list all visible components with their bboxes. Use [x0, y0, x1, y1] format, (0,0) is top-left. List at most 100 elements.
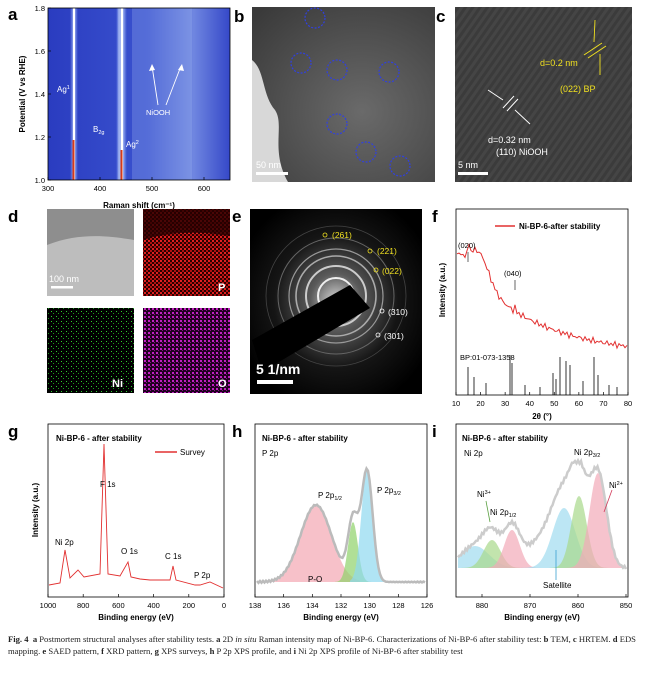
c-arrow-4: [514, 109, 531, 125]
h-po: P-O: [308, 575, 322, 584]
panel-f: f Ni-BP-6-after stability (020) (040) BP…: [432, 207, 632, 421]
tick-label: 30: [501, 399, 509, 408]
ring-marker-310: [379, 308, 385, 314]
g-title: Ni-BP-6 - after stability: [56, 434, 142, 443]
panel-e: e (261) (221) (022) (310) (301) 5 1/nm: [232, 207, 422, 394]
caption-letter-b: b: [543, 634, 549, 644]
a-xlabel: Raman shift (cm⁻¹): [103, 201, 175, 210]
i-arrow-ni2: [603, 489, 613, 513]
i-xlabel: Binding energy (eV): [504, 613, 580, 622]
c-d2: d=0.32 nm: [488, 135, 531, 145]
tick-label: 200: [183, 601, 196, 610]
particle-circle: [355, 141, 377, 163]
c-fringe-1: [583, 42, 603, 56]
caption-text-e: SAED pattern,: [48, 646, 99, 656]
caption-label: Fig. 4: [8, 634, 29, 644]
d-scalebar-label: 100 nm: [49, 274, 79, 284]
caption-text-g: XPS surveys,: [161, 646, 208, 656]
c-scalebar: [458, 172, 488, 175]
panel-h-letter: h: [232, 422, 242, 441]
label-b2g: B2g: [93, 125, 104, 136]
particle-circle: [326, 59, 348, 81]
c-fringe-4: [506, 98, 519, 112]
ring-marker-261: [322, 232, 328, 238]
panel-h: h Ni-BP-6 - after stability P 2p P 2p1/2…: [232, 422, 433, 622]
g-f1s: F 1s: [100, 480, 116, 489]
arrowhead-niooh-1: [149, 64, 155, 71]
band-niooh: [132, 8, 192, 180]
i-ni3: Ni3+: [477, 490, 491, 499]
i-ni2: Ni2+: [609, 481, 623, 490]
g-xlabel: Binding energy (eV): [98, 613, 174, 622]
panel-g-letter: g: [8, 422, 18, 441]
label-ag1: Ag1: [57, 85, 70, 94]
map-p-label: P: [218, 282, 225, 294]
band-red-1: [72, 140, 75, 180]
tick-label: 126: [421, 601, 434, 610]
caption-text-a2-pre: 2D: [222, 634, 234, 644]
h-title: Ni-BP-6 - after stability: [262, 434, 348, 443]
saed-ring: [265, 225, 407, 367]
caption-letter-a2: a: [216, 634, 221, 644]
h-envelope: [256, 465, 426, 585]
map-ni-label: Ni: [112, 378, 123, 390]
c-fringe-2: [587, 45, 607, 59]
map-o-label: O: [218, 378, 227, 390]
ring-261: (261): [332, 230, 352, 240]
f-peak-040: (040): [504, 269, 522, 278]
caption-letter-c: c: [572, 634, 577, 644]
a-y-ticks: 1.0 1.2 1.4 1.6 1.8: [35, 4, 51, 185]
c-arrow-3: [487, 89, 504, 101]
f-xlabel: 2θ (°): [532, 412, 552, 421]
arrowhead-niooh-2: [178, 64, 184, 71]
ring-310: (310): [388, 307, 408, 317]
panel-c: c d=0.2 nm (022) BP d=0.32 nm (110) NiOO…: [436, 7, 632, 182]
map-ni: [47, 308, 134, 393]
particle-circle: [389, 155, 411, 177]
figure-4: a Ag1 B2g Ag2 NiOOH 300 400 500 600 1.01.21…: [8, 4, 632, 622]
tick-label: 10: [452, 399, 460, 408]
particle-circle: [378, 61, 400, 83]
panel-d: d 100 nm P Ni O: [8, 207, 230, 393]
peak-p-o: [260, 505, 360, 582]
g-p2p: P 2p: [194, 571, 211, 580]
h-subtitle: P 2p: [262, 449, 279, 458]
band-red-2: [120, 150, 123, 180]
ring-marker-301: [375, 332, 381, 338]
tick-label: 600: [112, 601, 125, 610]
label-ag2: Ag2: [126, 140, 139, 149]
saed-ring: [295, 255, 377, 337]
f-ylabel: Intensity (a.u.): [438, 263, 447, 318]
ring-marker-221: [367, 248, 373, 254]
caption-letter-h: h: [209, 646, 215, 656]
h-x-ticks: 138 136 134 132 130 128 126: [249, 594, 434, 610]
c-plane2: (110) NiOOH: [496, 147, 548, 157]
panel-i-letter: i: [432, 422, 437, 441]
caption-text-a2-post: Raman intensity map of Ni-BP-6. Characte…: [258, 634, 542, 644]
panel-g: g Ni-BP-6 - after stability Survey F 1s …: [8, 422, 226, 622]
caption-letter-e: e: [42, 646, 47, 656]
i-title: Ni-BP-6 - after stability: [462, 434, 548, 443]
tick-label: 880: [476, 601, 489, 610]
tick-label: 1.0: [35, 176, 45, 185]
peak-p-2p12: [335, 522, 375, 582]
h-xlabel: Binding energy (eV): [303, 613, 379, 622]
xrd-curve: [456, 243, 628, 350]
tick-label: 1.4: [35, 90, 45, 99]
tick-label: 870: [524, 601, 537, 610]
tick-label: 60: [575, 399, 583, 408]
tick-label: 1.8: [35, 4, 45, 13]
ring-022: (022): [382, 266, 402, 276]
xps-survey-curve: [48, 443, 224, 589]
tick-label: 1000: [40, 601, 57, 610]
g-o1s: O 1s: [121, 547, 138, 556]
panel-b-letter: b: [234, 7, 244, 26]
c-plane1: (022) BP: [560, 84, 596, 94]
d-tem-dark: [47, 209, 134, 245]
tem-edge: [252, 60, 288, 182]
ring-301: (301): [384, 331, 404, 341]
g-c1s: C 1s: [165, 552, 181, 561]
arrow-niooh-2: [165, 65, 182, 106]
caption-letter-f: f: [101, 646, 105, 656]
tick-label: 500: [146, 184, 159, 193]
